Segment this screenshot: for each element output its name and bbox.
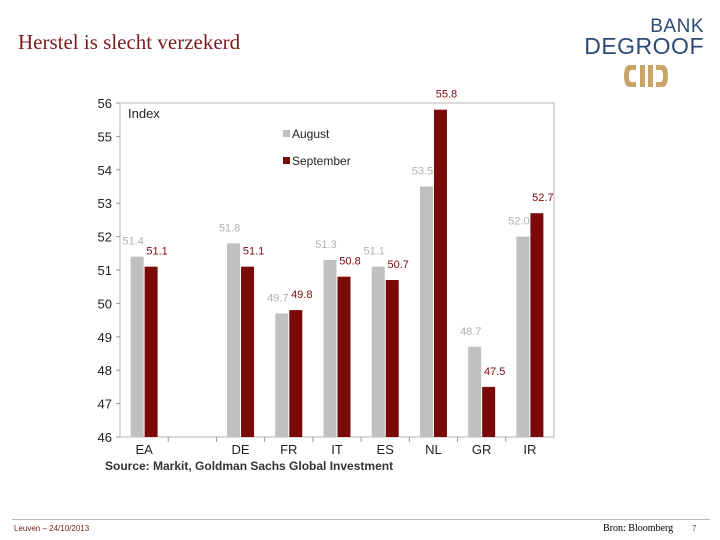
data-label: 55.8: [436, 89, 457, 101]
data-label: 47.5: [484, 366, 505, 378]
bar-september-gr: [482, 386, 496, 437]
bar-september-es: [385, 280, 399, 437]
page-number: 7: [692, 524, 697, 533]
bar-august-de: [227, 243, 241, 437]
data-label: 51.1: [243, 246, 264, 258]
bar-labels: 51.451.151.851.149.7 49.851.350.851.150.7…: [122, 89, 553, 378]
bank-degroof-logo: BANK DEGROOF: [584, 16, 704, 94]
legend: August September: [283, 127, 351, 168]
y-tick-label: 49: [98, 330, 112, 345]
y-axis: 46 47 48 49 50 51 52 53 54 55 56: [98, 96, 120, 445]
bar-august-it: [323, 259, 337, 437]
legend-label-september: September: [292, 154, 351, 168]
data-label: 50.8: [339, 256, 360, 268]
y-tick-label: 53: [98, 196, 112, 211]
x-axis: EA DE FR IT ES NL GR IR: [135, 437, 536, 457]
footer-date: Leuven – 24/10/2013: [14, 524, 90, 533]
bar-september-de: [241, 266, 255, 437]
bar-september-nl: [433, 109, 447, 438]
bars: [130, 109, 544, 438]
data-label: 51.3: [315, 239, 336, 251]
footer-divider: [12, 519, 710, 520]
legend-swatch-august: [283, 130, 290, 137]
y-tick-label: 50: [98, 296, 112, 311]
legend-swatch-september: [283, 157, 290, 164]
data-label: 51.4: [122, 236, 143, 248]
x-tick-label: FR: [280, 442, 297, 457]
data-label: 52.7: [532, 192, 553, 204]
x-tick-label: NL: [425, 442, 442, 457]
chart-source: Source: Markit, Goldman Sachs Global Inv…: [105, 459, 393, 473]
bar-august-nl: [419, 186, 433, 437]
x-tick-label: ES: [377, 442, 395, 457]
x-tick-label: EA: [135, 442, 153, 457]
y-tick-label: 54: [98, 163, 112, 178]
data-label: 51.1: [146, 246, 167, 258]
bar-august-ea: [130, 256, 144, 437]
y-tick-label: 52: [98, 230, 112, 245]
data-label: 49.8: [291, 289, 312, 301]
y-tick-label: 48: [98, 363, 112, 378]
bar-august-fr: [275, 313, 289, 437]
x-tick-label: DE: [232, 442, 250, 457]
degroof-emblem-icon: [624, 65, 668, 87]
bar-september-ea: [144, 266, 158, 437]
y-tick-label: 51: [98, 263, 112, 278]
bar-august-es: [371, 266, 385, 437]
y-tick-label: 55: [98, 129, 112, 144]
data-label: 53.5: [412, 166, 433, 178]
data-label: 51.1: [364, 246, 385, 258]
data-label: 51.8: [219, 222, 240, 234]
plot-area: [119, 102, 555, 438]
legend-label-august: August: [292, 127, 330, 141]
logo-line-bank: BANK: [650, 16, 704, 37]
slide-title: Herstel is slecht verzekerd: [18, 30, 241, 54]
y-tick-label: 46: [98, 430, 112, 445]
x-tick-label: IT: [331, 442, 343, 457]
y-tick-label: 56: [98, 96, 112, 111]
bar-september-ir: [530, 213, 544, 437]
y-tick-label: 47: [98, 397, 112, 412]
data-label: 52.0: [508, 216, 529, 228]
data-label: 48.7: [460, 326, 481, 338]
data-label: 50.7: [388, 259, 409, 271]
x-tick-label: GR: [472, 442, 492, 457]
data-label: 49.7: [267, 292, 288, 304]
logo-line-degroof: DEGROOF: [584, 33, 704, 59]
index-label: Index: [128, 106, 160, 121]
bar-august-gr: [468, 346, 482, 437]
bar-september-it: [337, 276, 351, 437]
bar-september-fr: [289, 310, 303, 437]
footer-source: Bron: Bloomberg: [603, 523, 674, 534]
x-tick-label: IR: [523, 442, 536, 457]
bar-august-ir: [516, 236, 530, 437]
